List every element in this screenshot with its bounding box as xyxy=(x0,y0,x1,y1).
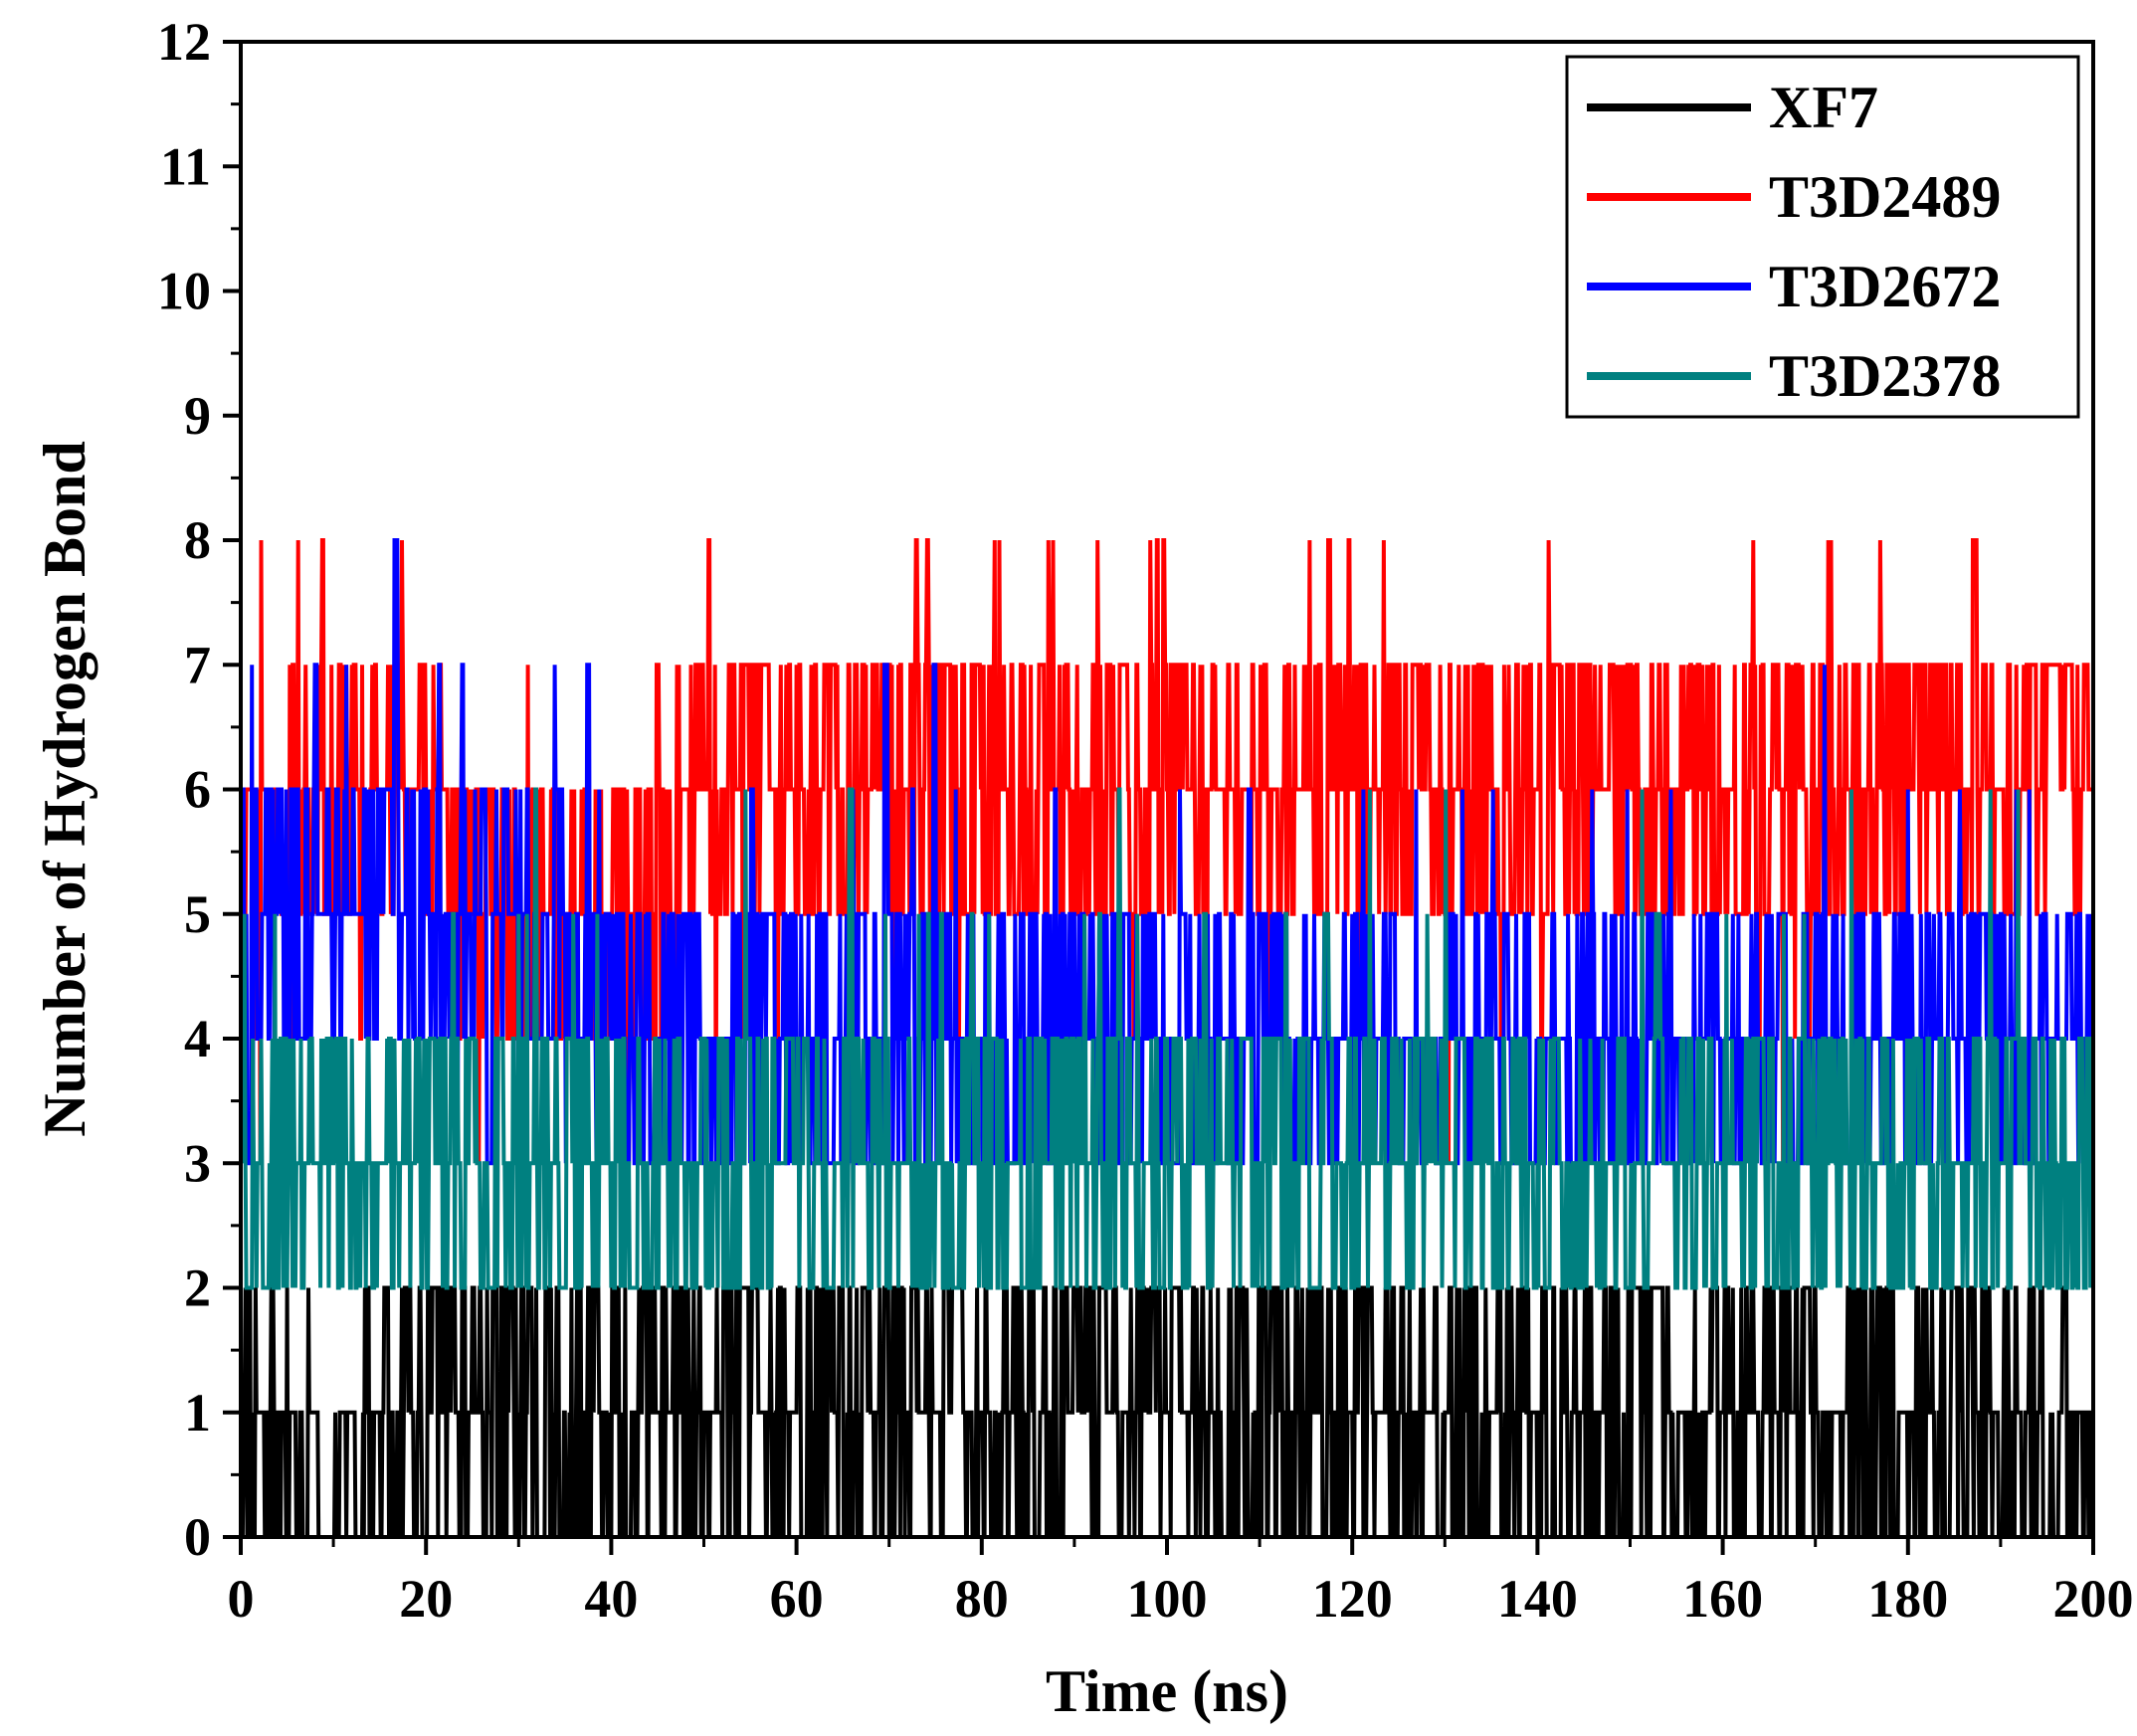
legend: XF7 T3D2489 T3D2672 T3D2378 xyxy=(1565,55,2080,419)
y-tick-label: 12 xyxy=(157,12,211,72)
legend-label: T3D2378 xyxy=(1769,343,2001,409)
x-tick-label: 80 xyxy=(955,1569,1009,1629)
y-tick-label: 2 xyxy=(184,1258,211,1318)
y-tick-label: 11 xyxy=(160,136,211,196)
x-tick-label: 120 xyxy=(1312,1569,1393,1629)
y-axis-title: Number of Hydrogen Bond xyxy=(32,441,97,1137)
series-line-t3d2489 xyxy=(241,538,2093,1166)
legend-label: XF7 xyxy=(1769,75,1878,140)
y-tick-label: 3 xyxy=(184,1133,211,1193)
legend-label: T3D2672 xyxy=(1769,254,2001,319)
x-tick-label: 0 xyxy=(228,1569,255,1629)
x-axis: 0 20 40 60 80 100 120 140 160 180 200 xyxy=(228,1537,2134,1629)
x-tick-label: 160 xyxy=(1682,1569,1763,1629)
y-tick-label: 5 xyxy=(184,884,211,944)
x-tick-label: 60 xyxy=(770,1569,824,1629)
y-tick-label: 8 xyxy=(184,510,211,570)
y-tick-label: 0 xyxy=(184,1507,211,1567)
y-tick-label: 1 xyxy=(184,1383,211,1443)
x-tick-label: 20 xyxy=(399,1569,453,1629)
series-line-t3d2378 xyxy=(241,787,2093,1290)
y-tick-label: 4 xyxy=(184,1009,211,1068)
legend-box xyxy=(1565,55,2080,419)
x-tick-label: 180 xyxy=(1867,1569,1948,1629)
x-tick-label: 200 xyxy=(2053,1569,2134,1629)
x-tick-label: 100 xyxy=(1127,1569,1208,1629)
x-tick-label: 40 xyxy=(584,1569,638,1629)
y-tick-label: 10 xyxy=(157,262,211,321)
y-tick-label: 7 xyxy=(184,635,211,694)
legend-label: T3D2489 xyxy=(1769,164,2001,230)
x-tick-label: 140 xyxy=(1497,1569,1578,1629)
y-tick-label: 6 xyxy=(184,760,211,820)
series-layer xyxy=(241,538,2093,1537)
y-tick-label: 9 xyxy=(184,386,211,446)
x-axis-title: Time (ns) xyxy=(1046,1658,1288,1724)
